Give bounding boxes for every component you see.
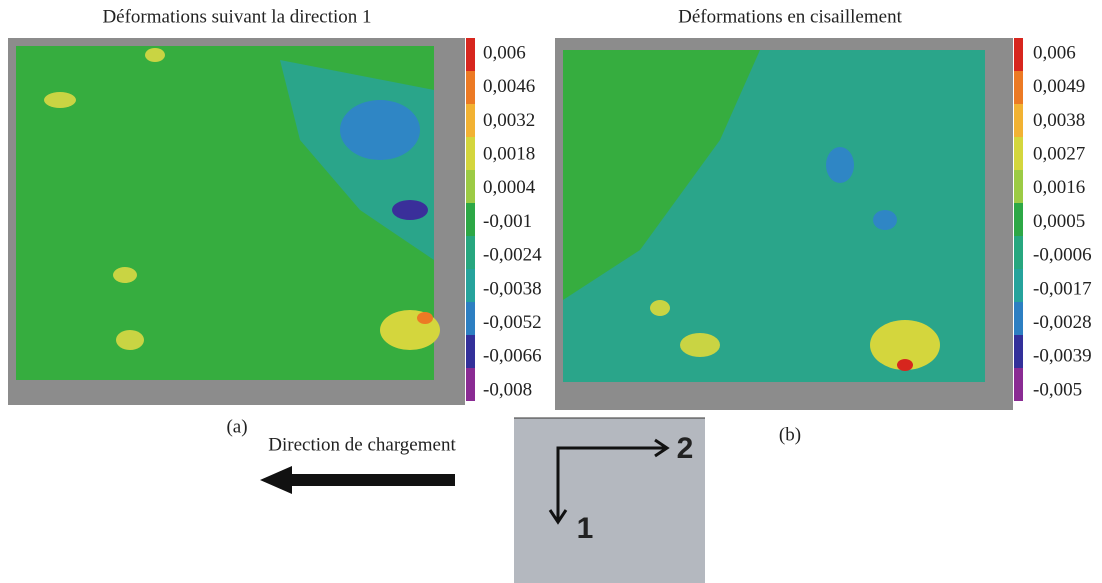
scale-label: -0,0066 (483, 346, 542, 367)
scale-label: 0,0027 (1033, 143, 1085, 164)
scale-label: 0,0004 (483, 177, 536, 198)
scale-label: -0,0028 (1033, 312, 1092, 333)
scale-label: -0,0024 (483, 245, 542, 266)
scale-label: 0,0046 (483, 76, 535, 97)
loading-arrowhead (260, 466, 292, 494)
color-scale-labels: 0,006 0,0049 0,0038 0,0027 0,0016 0,0005 -0,00… (1033, 42, 1092, 400)
panel-title: Déformations en cisaillement (678, 6, 902, 27)
scale-label: 0,006 (483, 42, 526, 63)
panel-title: Déformations suivant la direction 1 (102, 6, 371, 27)
scale-label: 0,0038 (1033, 110, 1085, 131)
scale-label: 0,0016 (1033, 177, 1085, 198)
scale-label: -0,0052 (483, 312, 542, 333)
strain-map-b (555, 38, 1023, 410)
axes-box (514, 418, 705, 583)
scale-label: -0,0006 (1033, 245, 1092, 266)
scale-label: 0,006 (1033, 42, 1076, 63)
strain-map-a (8, 38, 475, 405)
panel-caption: (b) (779, 424, 801, 445)
scale-label: 0,0018 (483, 143, 535, 164)
scale-label: 0,0049 (1033, 76, 1085, 97)
loading-arrow (290, 474, 455, 486)
panel-caption: (a) (226, 416, 247, 437)
scale-label: -0,0038 (483, 278, 542, 299)
color-scale-labels: 0,006 0,0046 0,0032 0,0018 0,0004 -0,001 -0,00… (483, 42, 542, 400)
scale-label: -0,001 (483, 211, 532, 232)
scale-label: -0,008 (483, 379, 532, 400)
scale-label: -0,0017 (1033, 278, 1092, 299)
axis-label: 2 (677, 432, 694, 465)
axis-label: 1 (577, 512, 594, 545)
scale-label: 0,0005 (1033, 211, 1085, 232)
scale-label: 0,0032 (483, 110, 535, 131)
loading-label: Direction de chargement (268, 434, 456, 455)
scale-label: -0,0039 (1033, 346, 1092, 367)
scale-label: -0,005 (1033, 379, 1082, 400)
axes-lines (556, 446, 665, 520)
